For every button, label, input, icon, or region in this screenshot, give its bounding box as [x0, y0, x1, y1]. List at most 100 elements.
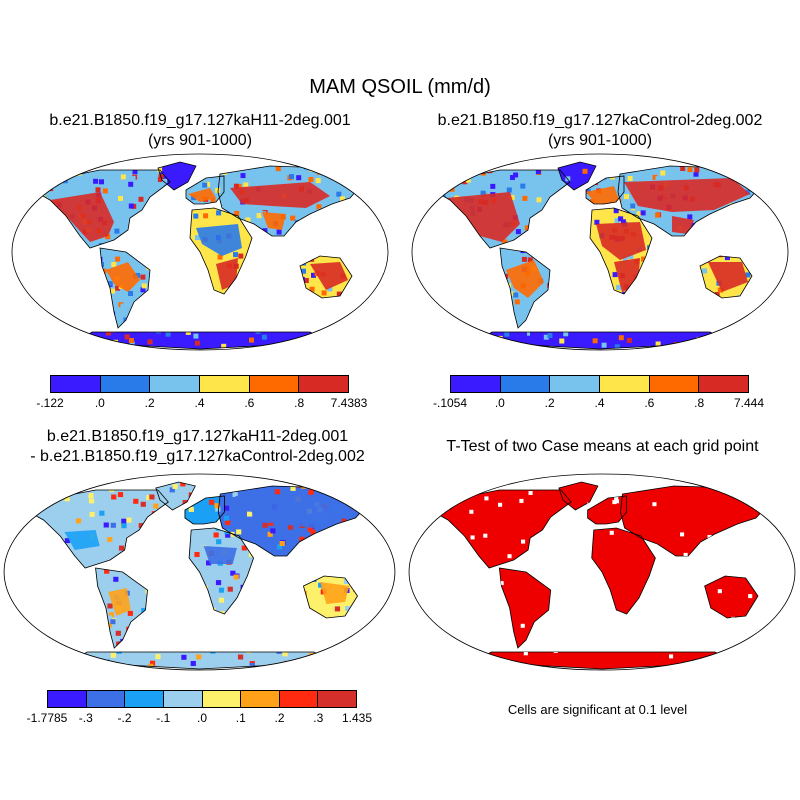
grid-cell: [331, 324, 337, 330]
colorbar-label: .3: [313, 711, 324, 725]
colorbar-swatch: [249, 376, 300, 392]
grid-cell: [56, 171, 62, 177]
colorbar-swatch: [86, 691, 126, 707]
coastline: [498, 567, 552, 649]
land-region: [433, 490, 572, 568]
grid-cell: [585, 189, 591, 194]
grid-cell: [36, 506, 42, 511]
grid-cell: [700, 342, 706, 348]
grid-cell: [382, 346, 387, 351]
grid-cell: [721, 345, 727, 349]
insignificant-cell: [614, 496, 619, 501]
colorbar-label: -.1054: [432, 396, 468, 410]
grid-cell: [313, 338, 319, 344]
grid-cell: [614, 344, 620, 349]
grid-cell: [630, 203, 636, 209]
grid-cell: [661, 330, 667, 336]
colorbar-swatch: [51, 376, 101, 392]
grid-cell: [17, 304, 22, 309]
grid-cell: [16, 499, 21, 504]
grid-cell: [316, 482, 322, 483]
grid-cell: [367, 660, 373, 666]
colorbar-label: .0: [196, 711, 208, 725]
grid-cell: [29, 498, 32, 504]
grid-cell: [361, 498, 367, 503]
grid-cell: [547, 172, 553, 178]
grid-cell: [346, 642, 352, 647]
grid-cell: [480, 190, 486, 196]
grid-cell: [342, 482, 348, 487]
grid-cell: [96, 337, 102, 343]
grid-cell: [181, 654, 187, 660]
grid-cell: [121, 523, 127, 529]
insignificant-cell: [792, 620, 796, 624]
grid-cell: [520, 183, 526, 189]
grid-cell: [689, 341, 694, 347]
grid-cell: [73, 162, 79, 167]
grid-cell: [655, 176, 661, 182]
grid-cell: [140, 501, 146, 507]
grid-cell: [55, 525, 61, 531]
grid-cell: [729, 346, 735, 349]
grid-cell: [194, 340, 200, 346]
grid-cell: [110, 652, 116, 658]
grid-cell: [216, 533, 222, 539]
insignificant-cell: [614, 499, 620, 504]
grid-cell: [128, 203, 134, 209]
grid-cell: [360, 329, 366, 334]
colorbar-label: .2: [274, 711, 285, 725]
grid-cell: [241, 545, 247, 551]
grid-cell: [133, 498, 139, 504]
grid-cell: [202, 182, 208, 188]
grid-cell: [369, 201, 374, 206]
grid-cell: [425, 177, 430, 182]
panel1-title: b.e21.B1850.f19_g17.127kaH11-2deg.001: [49, 112, 351, 129]
grid-cell: [694, 167, 700, 173]
grid-cell: [226, 582, 232, 588]
grid-cell: [436, 340, 439, 346]
data-region: [708, 262, 748, 292]
grid-cell: [443, 182, 449, 188]
grid-cell: [535, 169, 541, 175]
grid-cell: [49, 485, 55, 491]
grid-cell: [627, 176, 633, 181]
grid-cell: [135, 273, 141, 278]
map-border: [11, 153, 389, 351]
grid-cell: [215, 506, 221, 512]
grid-cell: [417, 188, 422, 193]
grid-cell: [452, 317, 458, 323]
grid-cell: [356, 482, 362, 483]
grid-cell: [288, 657, 294, 663]
colorbar-swatch: [299, 376, 349, 392]
colorbar-1: [50, 375, 349, 393]
grid-cell: [368, 303, 373, 308]
grid-cell: [87, 162, 93, 166]
grid-cell: [525, 330, 530, 336]
grid-cell: [215, 580, 222, 586]
grid-cell: [530, 346, 536, 349]
grid-cell: [536, 197, 542, 203]
colorbar-label: .4: [194, 396, 205, 410]
colorbar-3: [47, 690, 357, 708]
grid-cell: [165, 331, 171, 337]
grid-cell: [122, 611, 128, 617]
grid-cell: [286, 342, 291, 347]
grid-cell: [110, 619, 116, 625]
grid-cell: [371, 172, 376, 177]
grid-cell: [345, 333, 351, 339]
colorbar-label: .8: [294, 396, 305, 410]
grid-cell: [315, 178, 321, 184]
grid-cell: [769, 162, 774, 167]
grid-cell: [778, 206, 783, 211]
insignificant-cell: [748, 594, 753, 599]
grid-cell: [21, 486, 26, 491]
map-border: [3, 473, 396, 671]
grid-cell: [236, 529, 242, 535]
grid-cell: [347, 327, 353, 333]
grid-cell: [624, 194, 629, 200]
grid-cell: [382, 282, 387, 287]
grid-cell: [149, 660, 156, 666]
grid-cell: [360, 487, 366, 493]
grid-cell: [31, 176, 36, 181]
grid-cell: [774, 301, 779, 306]
